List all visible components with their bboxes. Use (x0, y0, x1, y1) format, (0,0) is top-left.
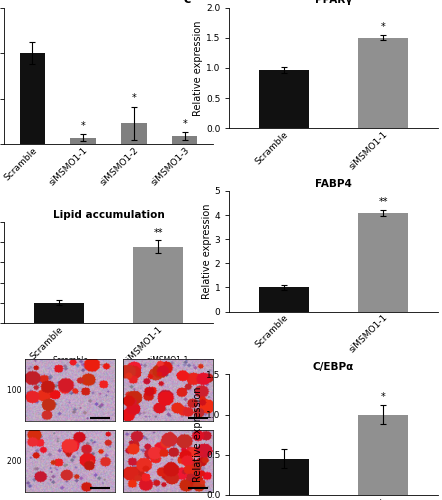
Text: *: * (132, 94, 136, 104)
Text: *: * (381, 392, 385, 402)
Text: **: ** (378, 196, 388, 206)
Bar (259, 459, 309, 495)
Bar (358, 212, 408, 312)
Title: Lipid accumulation: Lipid accumulation (53, 210, 164, 220)
Bar (358, 38, 408, 128)
Y-axis label: Relative expression: Relative expression (202, 204, 212, 299)
Text: Scramble: Scramble (52, 356, 88, 365)
Bar (259, 288, 309, 312)
Bar (133, 246, 183, 323)
Text: siMSMO1-1: siMSMO1-1 (147, 356, 189, 365)
Bar (19, 53, 45, 144)
Bar (121, 123, 147, 144)
Text: 200 ×: 200 × (7, 456, 30, 466)
Y-axis label: Relative expression: Relative expression (193, 20, 203, 116)
Text: *: * (183, 119, 187, 129)
Y-axis label: Relative expression: Relative expression (193, 387, 203, 482)
Bar (70, 138, 96, 144)
Bar (172, 136, 198, 144)
Bar (34, 303, 84, 323)
Bar (358, 414, 408, 495)
Text: 100 ×: 100 × (7, 386, 30, 394)
Title: FABP4: FABP4 (315, 178, 352, 188)
Text: *: * (81, 120, 85, 130)
Bar (259, 70, 309, 128)
Text: **: ** (153, 228, 163, 237)
Title: C/EBPα: C/EBPα (313, 362, 354, 372)
Text: *: * (381, 22, 385, 32)
Text: c: c (183, 0, 191, 6)
Title: PPARγ: PPARγ (315, 0, 352, 6)
